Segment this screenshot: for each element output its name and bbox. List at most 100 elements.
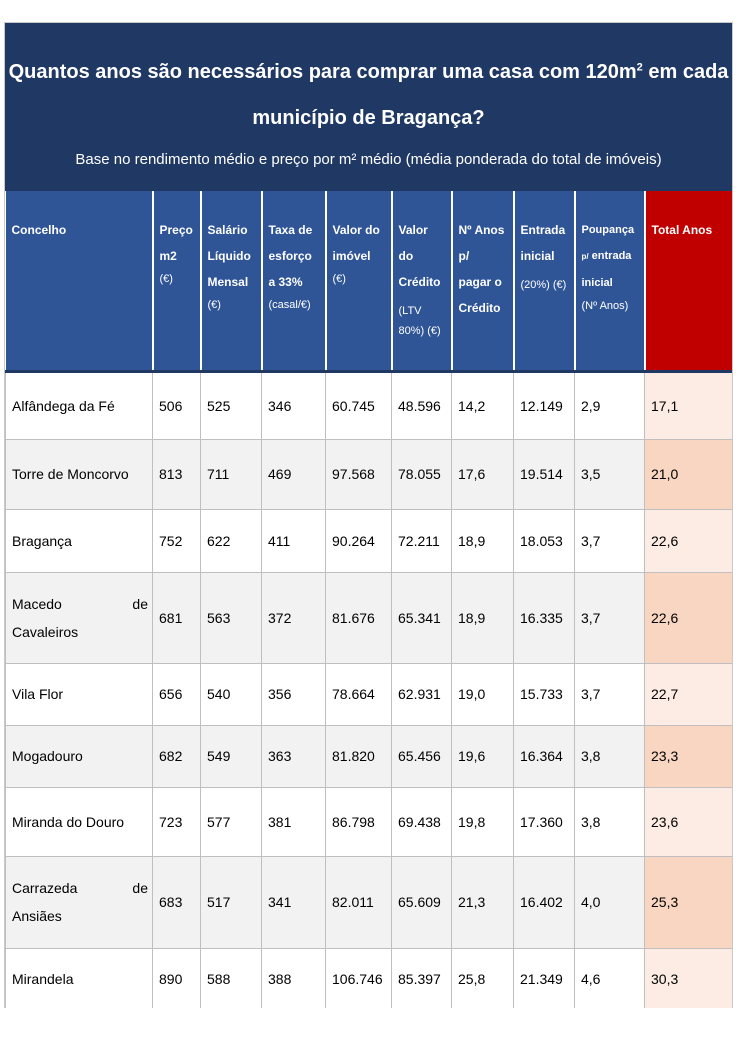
cell-concelho: Mogadouro bbox=[5, 724, 153, 788]
table-row: Miranda do Douro 723 577 381 86.798 69.438 19,… bbox=[5, 786, 732, 857]
cell-valor-imovel: 97.568 bbox=[325, 438, 392, 510]
cell-anos-credito: 19,8 bbox=[451, 786, 514, 857]
cell-entrada: 16.402 bbox=[513, 855, 575, 949]
cell-valor-credito: 65.341 bbox=[391, 571, 452, 664]
cell-entrada: 12.149 bbox=[513, 370, 575, 440]
cell-preco: 752 bbox=[152, 508, 201, 573]
cell-valor-credito: 78.055 bbox=[391, 438, 452, 510]
cell-taxa: 469 bbox=[261, 438, 326, 510]
cell-valor-imovel: 81.820 bbox=[325, 724, 392, 788]
table-row: Carrazeda de Ansiães 683 517 341 82.011 65.60… bbox=[5, 855, 732, 949]
cell-anos-credito: 19,6 bbox=[451, 724, 514, 788]
cell-concelho: Miranda do Douro bbox=[5, 786, 153, 857]
col-header-poupanca: Poupança p/ entrada inicial (Nº Anos) bbox=[574, 191, 646, 373]
cell-anos-credito: 18,9 bbox=[451, 571, 514, 664]
table-row: Macedo de Cavaleiros 681 563 372 81.676 65.34… bbox=[5, 571, 732, 664]
cell-salario: 549 bbox=[200, 724, 262, 788]
col-header-salario: Salário Líquido Mensal (€) bbox=[200, 191, 263, 373]
cell-entrada: 21.349 bbox=[513, 947, 575, 1008]
cell-concelho: Torre de Moncorvo bbox=[5, 438, 153, 510]
cell-valor-imovel: 90.264 bbox=[325, 508, 392, 573]
cell-valor-credito: 85.397 bbox=[391, 947, 452, 1008]
table-row: Mirandela 890 588 388 106.746 85.397 25,8 21.34… bbox=[5, 947, 732, 1008]
cell-valor-credito: 69.438 bbox=[391, 786, 452, 857]
table-row: Alfândega da Fé 506 525 346 60.745 48.596 14,2… bbox=[5, 370, 732, 440]
cell-anos-credito: 17,6 bbox=[451, 438, 514, 510]
cell-poupanca: 3,8 bbox=[574, 724, 645, 788]
cell-entrada: 16.364 bbox=[513, 724, 575, 788]
cell-entrada: 15.733 bbox=[513, 662, 575, 726]
cell-concelho: Vila Flor bbox=[5, 662, 153, 726]
cell-total-anos: 17,1 bbox=[644, 370, 732, 440]
col-header-total-anos: Total Anos bbox=[644, 191, 732, 373]
cell-taxa: 381 bbox=[261, 786, 326, 857]
cell-salario: 577 bbox=[200, 786, 262, 857]
table-row: Mogadouro 682 549 363 81.820 65.456 19,6 16.364… bbox=[5, 724, 732, 788]
cell-valor-credito: 72.211 bbox=[391, 508, 452, 573]
cell-concelho: Carrazeda de Ansiães bbox=[5, 855, 153, 949]
cell-salario: 517 bbox=[200, 855, 262, 949]
cell-poupanca: 2,9 bbox=[574, 370, 645, 440]
cell-preco: 813 bbox=[152, 438, 201, 510]
title-banner: Quantos anos são necessários para compra… bbox=[5, 23, 732, 191]
cell-entrada: 18.053 bbox=[513, 508, 575, 573]
cell-salario: 711 bbox=[200, 438, 262, 510]
cell-total-anos: 25,3 bbox=[644, 855, 732, 949]
cell-salario: 525 bbox=[200, 370, 262, 440]
col-header-taxa: Taxa de esforço a 33% (casal/€) bbox=[261, 191, 327, 373]
cell-preco: 681 bbox=[152, 571, 201, 664]
table-row: Torre de Moncorvo 813 711 469 97.568 78.055 17… bbox=[5, 438, 732, 510]
cell-taxa: 356 bbox=[261, 662, 326, 726]
cell-salario: 540 bbox=[200, 662, 262, 726]
cell-poupanca: 3,7 bbox=[574, 571, 645, 664]
cell-valor-imovel: 82.011 bbox=[325, 855, 392, 949]
cell-taxa: 341 bbox=[261, 855, 326, 949]
col-header-concelho: Concelho bbox=[5, 191, 154, 373]
cell-poupanca: 4,0 bbox=[574, 855, 645, 949]
cell-entrada: 19.514 bbox=[513, 438, 575, 510]
cell-preco: 683 bbox=[152, 855, 201, 949]
table-header-row: Concelho Preço m2 (€) Salário Líquido Mensal… bbox=[5, 191, 732, 373]
housing-table: Concelho Preço m2 (€) Salário Líquido Mensal… bbox=[5, 191, 732, 1008]
cell-total-anos: 22,6 bbox=[644, 508, 732, 573]
title-line1: Quantos anos são necessários para compra… bbox=[8, 61, 729, 83]
table-row: Bragança 752 622 411 90.264 72.211 18,9 18.053 3… bbox=[5, 508, 732, 573]
cell-total-anos: 21,0 bbox=[644, 438, 732, 510]
cell-concelho: Mirandela bbox=[5, 947, 153, 1008]
cell-total-anos: 30,3 bbox=[644, 947, 732, 1008]
cell-anos-credito: 18,9 bbox=[451, 508, 514, 573]
cell-valor-imovel: 60.745 bbox=[325, 370, 392, 440]
cell-preco: 656 bbox=[152, 662, 201, 726]
col-header-preco: Preço m2 (€) bbox=[152, 191, 202, 373]
cell-poupanca: 3,8 bbox=[574, 786, 645, 857]
cell-anos-credito: 25,8 bbox=[451, 947, 514, 1008]
page-subtitle: Base no rendimento médio e preço por m² … bbox=[75, 151, 662, 168]
cell-entrada: 16.335 bbox=[513, 571, 575, 664]
cell-preco: 890 bbox=[152, 947, 201, 1008]
cell-concelho: Bragança bbox=[5, 508, 153, 573]
cell-salario: 563 bbox=[200, 571, 262, 664]
page-title: Quantos anos são necessários para compra… bbox=[5, 49, 732, 141]
cell-total-anos: 23,3 bbox=[644, 724, 732, 788]
cell-taxa: 363 bbox=[261, 724, 326, 788]
cell-salario: 622 bbox=[200, 508, 262, 573]
cell-valor-credito: 65.456 bbox=[391, 724, 452, 788]
cell-salario: 588 bbox=[200, 947, 262, 1008]
cell-preco: 506 bbox=[152, 370, 201, 440]
cell-preco: 723 bbox=[152, 786, 201, 857]
cell-valor-imovel: 86.798 bbox=[325, 786, 392, 857]
cell-taxa: 372 bbox=[261, 571, 326, 664]
cell-total-anos: 23,6 bbox=[644, 786, 732, 857]
cell-poupanca: 4,6 bbox=[574, 947, 645, 1008]
report-frame: Quantos anos são necessários para compra… bbox=[4, 22, 733, 1008]
cell-valor-credito: 48.596 bbox=[391, 370, 452, 440]
cell-poupanca: 3,5 bbox=[574, 438, 645, 510]
cell-concelho: Alfândega da Fé bbox=[5, 370, 153, 440]
cell-total-anos: 22,7 bbox=[644, 662, 732, 726]
cell-preco: 682 bbox=[152, 724, 201, 788]
col-header-valor-imovel: Valor do imóvel (€) bbox=[325, 191, 393, 373]
col-header-anos-credito: Nº Anos p/pagar o Crédito bbox=[451, 191, 515, 373]
cell-taxa: 411 bbox=[261, 508, 326, 573]
cell-poupanca: 3,7 bbox=[574, 662, 645, 726]
cell-poupanca: 3,7 bbox=[574, 508, 645, 573]
